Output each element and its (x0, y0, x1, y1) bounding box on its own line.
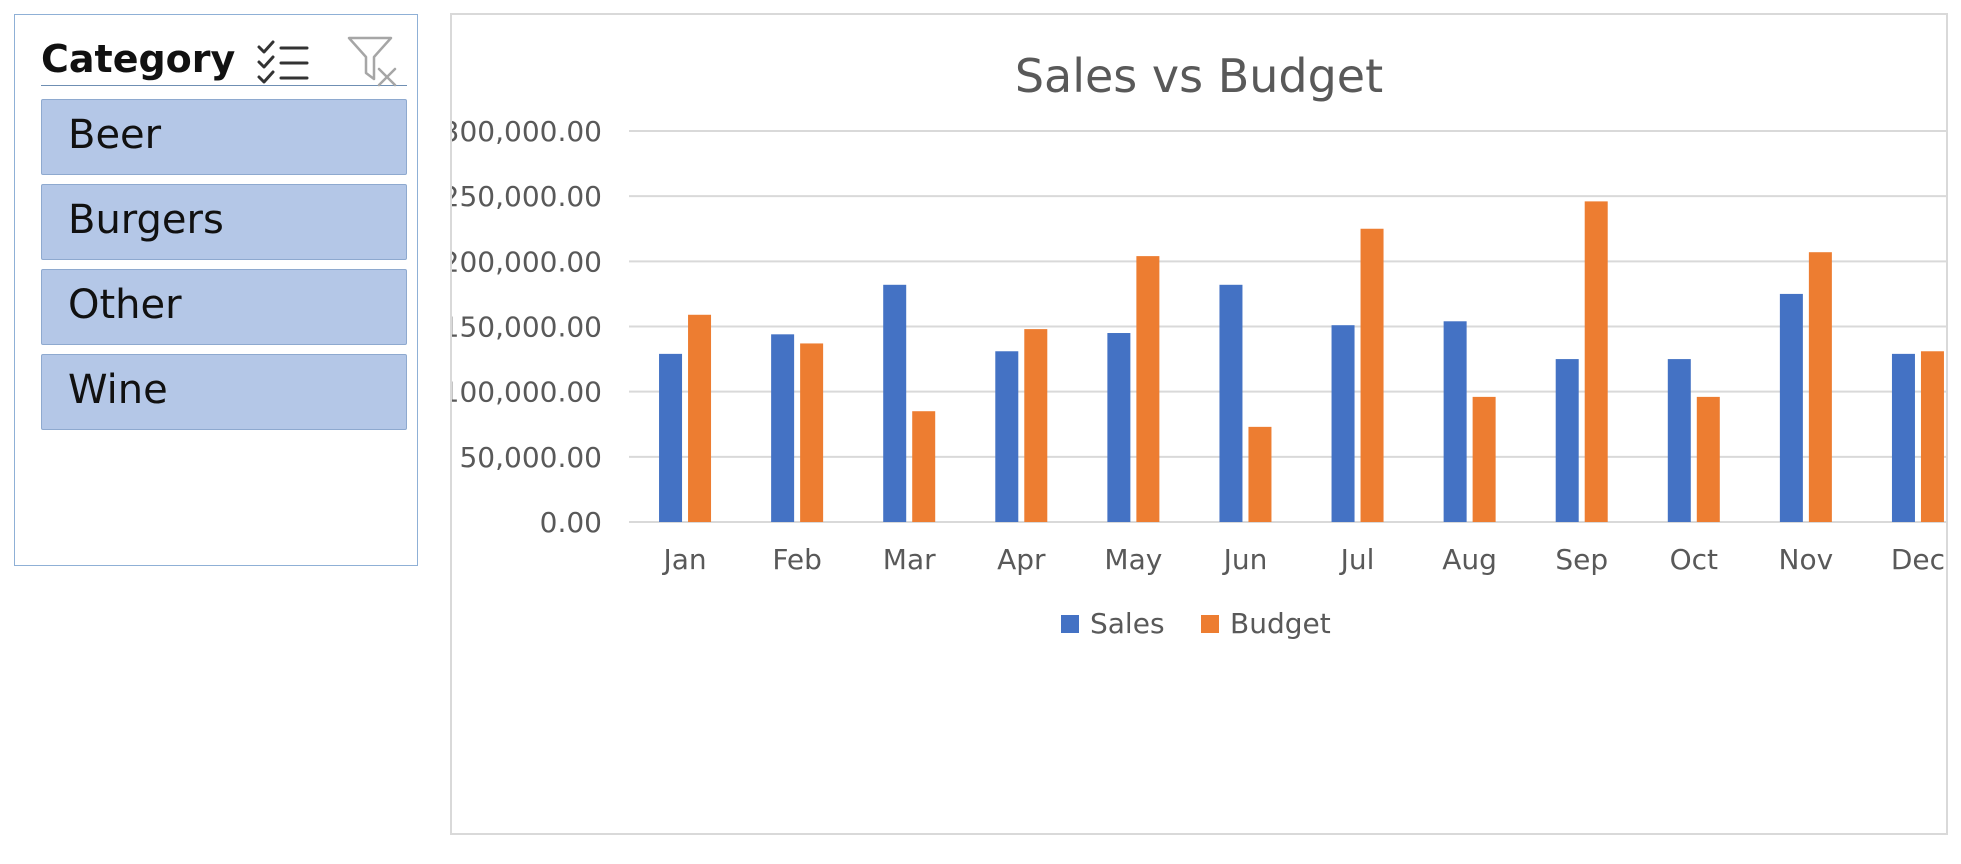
bar-sales-dec[interactable] (1891, 353, 1915, 522)
bar-sales-feb[interactable] (771, 334, 795, 522)
y-axis-tick-labels: 0.00 50,000.00 100,000.00 150,000.00 200,000… (452, 115, 602, 539)
bar-sales-sep[interactable] (1555, 359, 1579, 522)
x-tick-label: Dec (1891, 543, 1945, 576)
y-tick-label: 250,000.00 (452, 180, 602, 213)
multiselect-checklist-icon[interactable] (255, 37, 311, 85)
bar-sales-aug[interactable] (1443, 321, 1467, 522)
x-tick-label: Apr (997, 543, 1046, 576)
gridlines (629, 130, 1946, 523)
bar-sales-mar[interactable] (883, 284, 907, 522)
slicer-item-beer[interactable]: Beer (41, 99, 407, 175)
legend-label-budget[interactable]: Budget (1230, 607, 1331, 640)
slicer-item-label: Burgers (68, 197, 224, 243)
x-tick-label: Sep (1555, 543, 1608, 576)
clear-filter-icon[interactable] (347, 35, 399, 87)
bar-sales-apr[interactable] (995, 351, 1019, 522)
y-tick-label: 300,000.00 (452, 115, 602, 148)
y-tick-label: 50,000.00 (459, 441, 602, 474)
x-tick-label: Jun (1222, 543, 1268, 576)
bar-budget-mar[interactable] (912, 411, 936, 522)
slicer-title: Category (41, 37, 236, 81)
x-tick-label: Feb (772, 543, 822, 576)
x-tick-label: Aug (1442, 543, 1497, 576)
bar-sales-may[interactable] (1107, 333, 1131, 522)
y-tick-label: 150,000.00 (452, 311, 602, 344)
chart-frame[interactable]: Sales vs Budget 0.00 50,000.00 100,000.00 1… (450, 13, 1948, 835)
x-axis-tick-labels: Jan Feb Mar Apr May Jun Jul Aug Sep Oct Nov Dec (661, 543, 1945, 576)
legend-swatch-sales (1061, 615, 1079, 633)
bar-budget-nov[interactable] (1808, 252, 1832, 522)
x-tick-label: Jul (1339, 543, 1375, 576)
bar-sales-jan[interactable] (659, 353, 683, 522)
bar-budget-jan[interactable] (688, 314, 712, 522)
slicer-item-other[interactable]: Other (41, 269, 407, 345)
x-tick-label: Nov (1779, 543, 1834, 576)
bar-sales-nov[interactable] (1779, 293, 1803, 522)
bar-budget-sep[interactable] (1584, 201, 1608, 522)
sales-vs-budget-chart: Sales vs Budget 0.00 50,000.00 100,000.00 1… (452, 49, 1946, 640)
slicer-items-list: Beer Burgers Other Wine (41, 99, 407, 439)
bar-budget-oct[interactable] (1696, 396, 1720, 522)
slicer-item-burgers[interactable]: Burgers (41, 184, 407, 260)
slicer-item-label: Wine (68, 367, 168, 413)
bar-sales-jul[interactable] (1331, 325, 1355, 522)
x-tick-label: Jan (661, 543, 706, 576)
slicer-header: Category (41, 27, 407, 87)
bars (659, 201, 1944, 522)
bar-budget-jul[interactable] (1360, 228, 1384, 522)
slicer-item-label: Other (68, 282, 182, 328)
y-tick-label: 100,000.00 (452, 376, 602, 409)
slicer-item-wine[interactable]: Wine (41, 354, 407, 430)
legend-label-sales[interactable]: Sales (1090, 607, 1165, 640)
y-tick-label: 200,000.00 (452, 245, 602, 278)
bar-budget-apr[interactable] (1024, 329, 1048, 522)
bar-budget-jun[interactable] (1248, 426, 1272, 522)
bar-sales-oct[interactable] (1667, 359, 1691, 522)
bar-budget-may[interactable] (1136, 256, 1160, 522)
bar-budget-aug[interactable] (1472, 396, 1496, 522)
x-tick-label: Oct (1670, 543, 1718, 576)
bar-budget-dec[interactable] (1920, 351, 1944, 522)
legend-swatch-budget (1201, 615, 1219, 633)
x-tick-label: Mar (883, 543, 936, 576)
x-tick-label: May (1104, 543, 1162, 576)
slicer-item-label: Beer (68, 112, 162, 158)
bar-budget-feb[interactable] (800, 343, 824, 522)
chart-title: Sales vs Budget (1015, 49, 1383, 103)
legend[interactable]: Sales Budget (1061, 607, 1331, 640)
category-slicer: Category Beer Burgers (14, 14, 418, 566)
bar-sales-jun[interactable] (1219, 284, 1243, 522)
y-tick-label: 0.00 (540, 506, 602, 539)
